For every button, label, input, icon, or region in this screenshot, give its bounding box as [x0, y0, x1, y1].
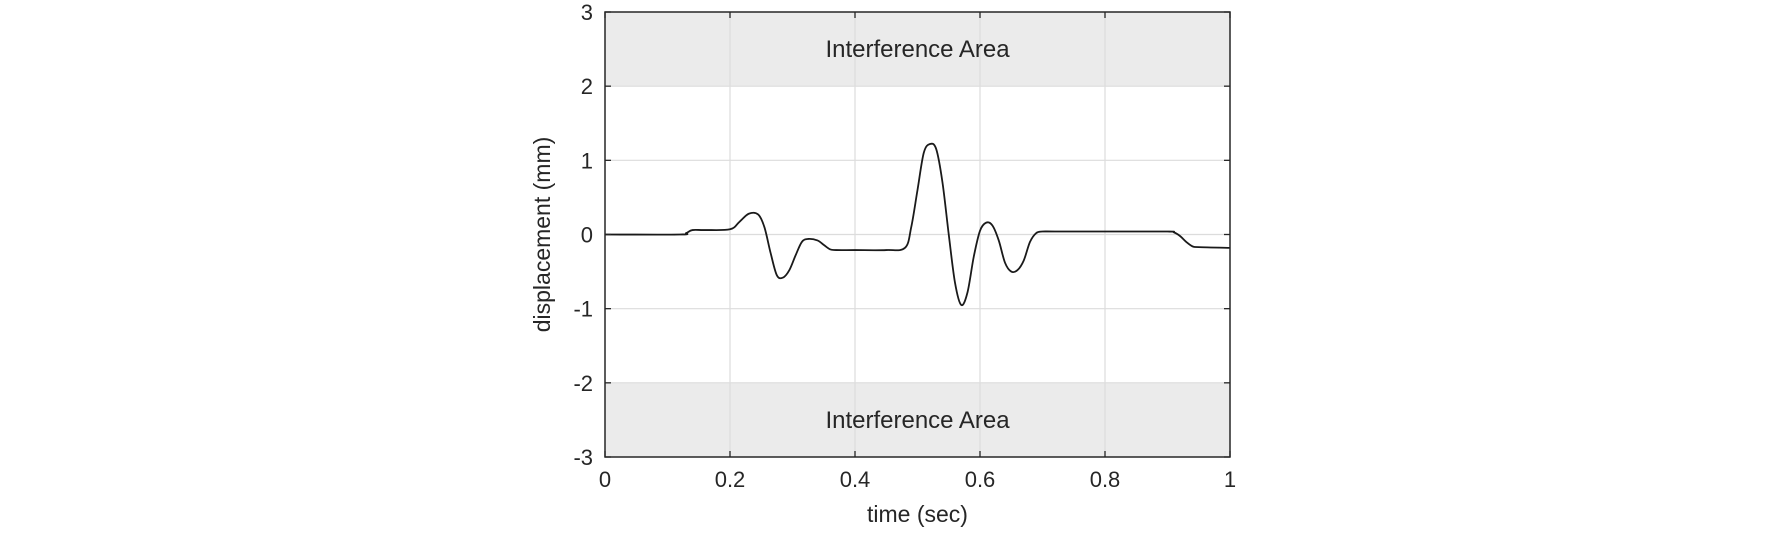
interference-bands: [605, 12, 1230, 457]
x-tick-label: 0.4: [840, 467, 871, 492]
y-tick-label: -3: [573, 445, 593, 470]
x-tick-labels: 0 0.2 0.4 0.6 0.8 1: [599, 467, 1236, 492]
interference-band-label: Interference Area: [825, 407, 1010, 434]
tick-marks: [604, 11, 1231, 458]
y-tick-label: -1: [573, 297, 593, 322]
interference-band-label: Interference Area: [825, 36, 1010, 63]
x-axis-label: time (sec): [867, 501, 968, 527]
x-tick-label: 0.2: [715, 467, 746, 492]
x-tick-label: 0.6: [965, 467, 996, 492]
x-tick-label: 1: [1224, 467, 1236, 492]
grid-lines: [605, 12, 1230, 457]
y-tick-labels: -3 -2 -1 0 1 2 3: [573, 0, 593, 470]
interference-band: [605, 382, 1230, 457]
y-tick-label: 0: [581, 223, 593, 248]
y-axis-label: displacement (mm): [529, 137, 555, 333]
interference-band-labels: Interference Area Interference Area: [825, 36, 1010, 434]
x-tick-label: 0.8: [1090, 467, 1121, 492]
y-tick-label: 2: [581, 74, 593, 99]
y-tick-label: -2: [573, 371, 593, 396]
y-tick-label: 3: [581, 0, 593, 25]
interference-band: [605, 12, 1230, 87]
series-layer: [604, 142, 1231, 307]
displacement-series-line: [604, 142, 1231, 307]
y-tick-label: 1: [581, 148, 593, 173]
x-tick-label: 0: [599, 467, 611, 492]
